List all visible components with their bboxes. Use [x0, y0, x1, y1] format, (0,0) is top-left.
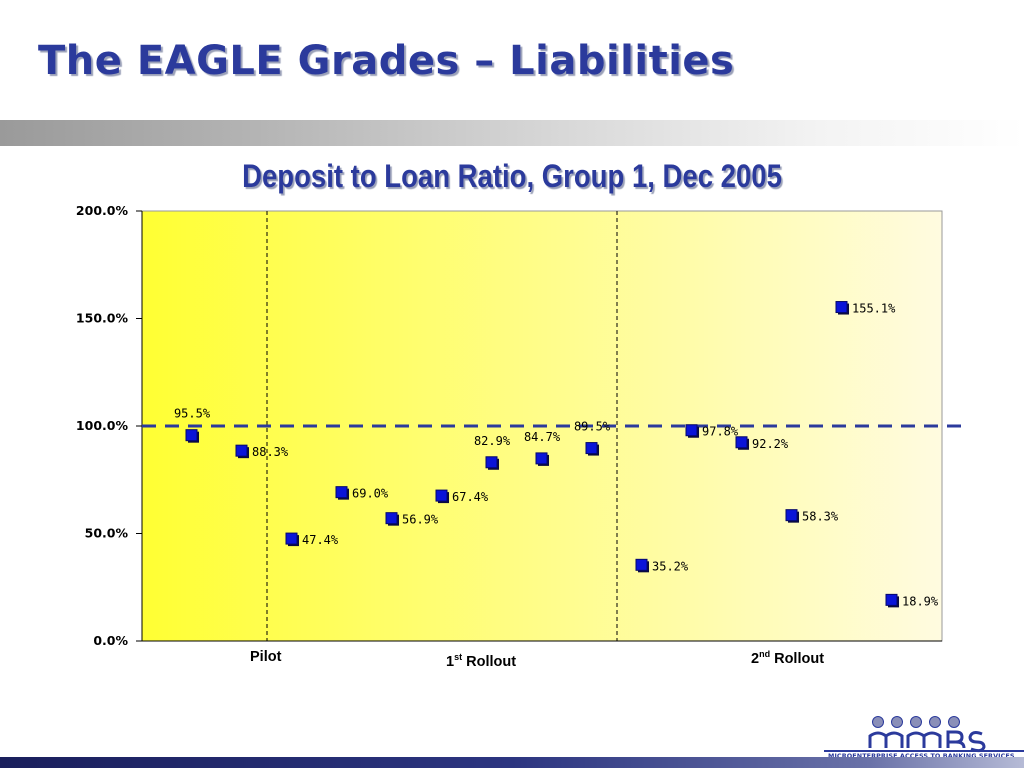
data-label: 88.3% [252, 445, 289, 459]
data-label: 89.5% [574, 420, 611, 434]
data-label: 58.3% [802, 510, 839, 524]
data-label: 92.2% [752, 437, 789, 451]
y-tick-label: 0.0% [93, 633, 128, 648]
plot-area [141, 210, 943, 642]
data-label: 18.9% [902, 594, 939, 608]
data-label: 82.9% [474, 434, 511, 448]
data-point [285, 532, 298, 545]
title-gradient-bar [0, 120, 1024, 146]
mabs-logo [824, 716, 1024, 753]
data-point [585, 442, 598, 455]
data-point [535, 452, 548, 465]
data-label: 69.0% [352, 487, 389, 501]
chart-title: Deposit to Loan Ratio, Group 1, Dec 2005 [242, 158, 782, 194]
data-label: 84.7% [524, 430, 561, 444]
data-point [735, 436, 748, 449]
data-point [485, 456, 498, 469]
y-tick-label: 100.0% [76, 418, 129, 433]
data-point [385, 512, 398, 525]
y-tick-label: 200.0% [76, 203, 129, 218]
y-tick-label: 150.0% [76, 311, 129, 326]
data-point [885, 593, 898, 606]
group-label-first-rollout: 1st Rollout [446, 652, 517, 670]
data-label: 155.1% [852, 302, 896, 316]
data-point [335, 486, 348, 499]
data-label: 47.4% [302, 533, 339, 547]
y-tick-label: 50.0% [85, 526, 129, 541]
data-point [685, 424, 698, 437]
group-label-pilot: Pilot [250, 649, 282, 665]
data-point [235, 444, 248, 457]
data-point [185, 429, 198, 442]
data-point [785, 509, 798, 522]
group-label-second-rollout: 2nd Rollout [751, 649, 825, 667]
data-label: 67.4% [452, 490, 489, 504]
slide-title: The EAGLE Grades – Liabilities [38, 38, 735, 84]
logo-tagline: MICROENTERPRISE ACCESS TO BANKING SERVIC… [828, 752, 1015, 760]
data-point [635, 558, 648, 571]
data-point [835, 301, 848, 314]
data-label: 35.2% [652, 559, 689, 573]
footer-bar [0, 757, 1024, 768]
data-label: 56.9% [402, 513, 439, 527]
data-point [435, 489, 448, 502]
data-label: 97.8% [702, 425, 739, 439]
data-label: 95.5% [174, 407, 211, 421]
